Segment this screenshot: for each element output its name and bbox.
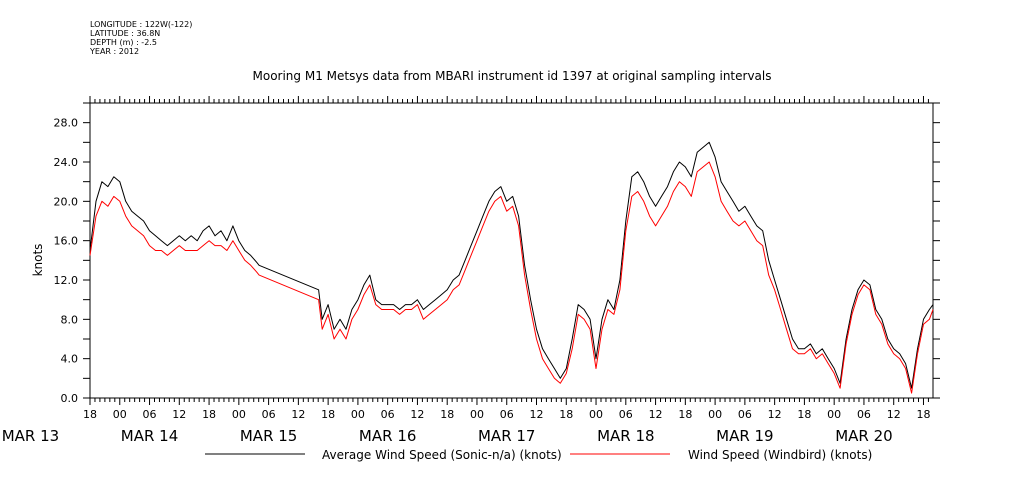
x-hour-label: 18: [83, 408, 97, 421]
x-day-label: MAR 17: [478, 427, 535, 445]
x-hour-label: 18: [678, 408, 692, 421]
x-hour-label: 06: [500, 408, 514, 421]
series-layer: [89, 141, 934, 394]
x-day-label: MAR 19: [716, 427, 773, 445]
y-axis-ticks: 0.0 4.0 8.0 12.0 16.0 20.0 24.0 28.0: [54, 102, 940, 405]
x-hour-label: 18: [440, 408, 454, 421]
x-hour-label: 00: [708, 408, 722, 421]
year-text: YEAR : 2012: [90, 47, 140, 56]
x-hour-label: 18: [202, 408, 216, 421]
x-hour-label: 00: [113, 408, 127, 421]
x-hour-label: 06: [381, 408, 395, 421]
x-hour-label: 00: [470, 408, 484, 421]
series-line-windbird: [89, 161, 934, 394]
plot-area: [89, 96, 934, 405]
x-hour-label: 00: [232, 408, 246, 421]
x-hour-label: 00: [351, 408, 365, 421]
y-tick-label: 0.0: [61, 392, 79, 405]
x-hour-label: 06: [857, 408, 871, 421]
y-tick-label: 8.0: [61, 313, 79, 326]
legend: Average Wind Speed (Sonic-n/a) (knots) W…: [205, 448, 872, 462]
depth-text: DEPTH (m) : -2.5: [90, 38, 157, 47]
series-line-sonic: [89, 141, 934, 389]
x-axis-ticks: 18 00 06 12 18 00 06 12 18 00 06 12 18 00 06 12 18 00 06 12…: [2, 408, 931, 445]
x-hour-label: 12: [291, 408, 305, 421]
longitude-text: LONGITUDE : 122W(-122): [90, 20, 193, 29]
x-day-label: MAR 18: [597, 427, 654, 445]
y-tick-label: 20.0: [54, 195, 79, 208]
station-metadata: LONGITUDE : 122W(-122) LATITUDE : 36.8N …: [90, 20, 192, 56]
x-hour-label: 00: [827, 408, 841, 421]
x-hour-label: 12: [172, 408, 186, 421]
minor-hour-ticks: [89, 96, 929, 405]
y-tick-label: 24.0: [54, 156, 79, 169]
x-hour-label: 00: [589, 408, 603, 421]
x-hour-label: 18: [916, 408, 930, 421]
x-hour-label: 18: [321, 408, 335, 421]
x-hour-label: 12: [649, 408, 663, 421]
x-hour-label: 06: [619, 408, 633, 421]
x-hour-label: 12: [768, 408, 782, 421]
legend-label-windbird: Wind Speed (Windbird) (knots): [688, 448, 872, 462]
x-hour-label: 18: [559, 408, 573, 421]
x-hour-label: 12: [410, 408, 424, 421]
x-hour-label: 06: [262, 408, 276, 421]
x-hour-label: 18: [797, 408, 811, 421]
x-day-label: MAR 13: [2, 427, 59, 445]
plot-border: [89, 102, 934, 399]
y-tick-label: 16.0: [54, 235, 79, 248]
y-tick-label: 12.0: [54, 274, 79, 287]
x-hour-label: 06: [143, 408, 157, 421]
x-day-label: MAR 15: [240, 427, 297, 445]
y-axis-label: knots: [31, 244, 45, 277]
chart-title: Mooring M1 Metsys data from MBARI instru…: [253, 69, 772, 83]
legend-label-sonic: Average Wind Speed (Sonic-n/a) (knots): [322, 448, 562, 462]
latitude-text: LATITUDE : 36.8N: [90, 29, 161, 38]
y-tick-label: 28.0: [54, 117, 79, 130]
x-day-label: MAR 16: [359, 427, 416, 445]
x-hour-label: 12: [887, 408, 901, 421]
y-tick-label: 4.0: [61, 353, 79, 366]
x-hour-label: 12: [530, 408, 544, 421]
x-day-label: MAR 20: [835, 427, 892, 445]
x-day-label: MAR 14: [121, 427, 178, 445]
x-hour-label: 06: [738, 408, 752, 421]
